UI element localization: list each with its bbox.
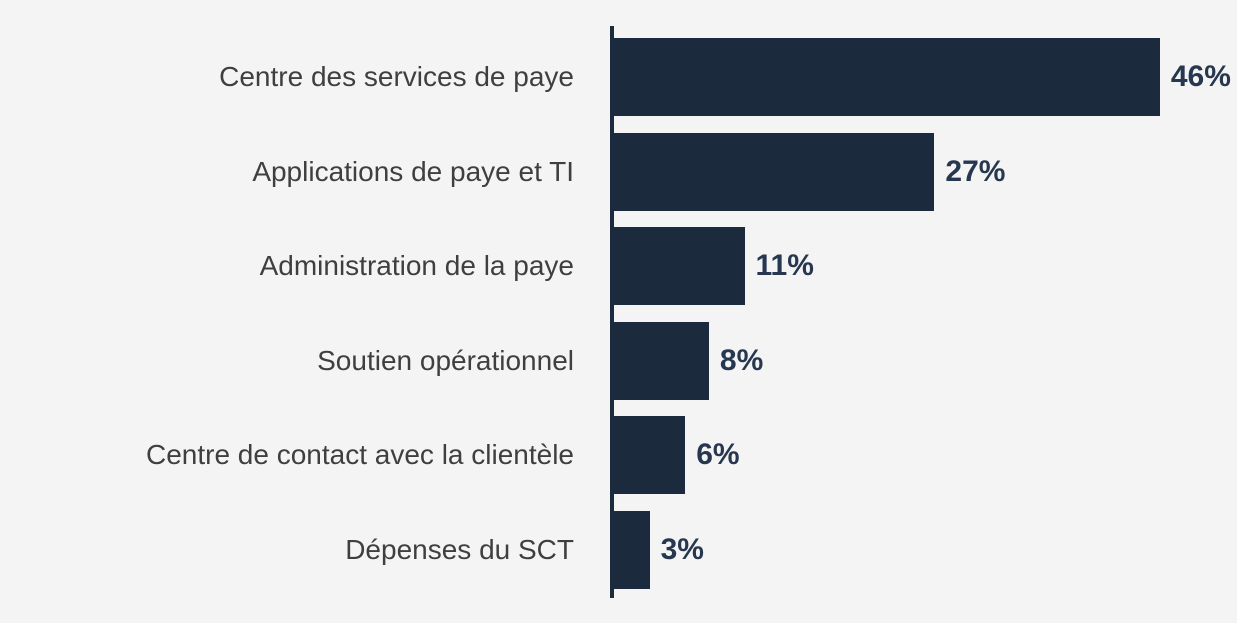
value-label: 6% bbox=[696, 438, 740, 472]
value-label: 8% bbox=[719, 343, 764, 377]
bar-area: 3% bbox=[614, 510, 1237, 589]
value-label: 3% bbox=[660, 532, 704, 566]
y-axis-line bbox=[610, 26, 614, 598]
value-label: 11% bbox=[755, 249, 814, 283]
chart-rows: Centre des services de paye 46% Applicat… bbox=[0, 30, 1237, 597]
chart-row: Centre des services de paye 46% bbox=[0, 30, 1237, 125]
category-label: Centre de contact avec la clientèle bbox=[145, 439, 574, 471]
chart-row: Applications de paye et TI 27% bbox=[0, 125, 1237, 220]
category-label: Centre des services de paye bbox=[219, 61, 574, 93]
bar bbox=[614, 227, 745, 306]
category-label: Administration de la paye bbox=[259, 250, 574, 282]
value-label: 46% bbox=[1170, 60, 1231, 94]
category-label: Soutien opérationnel bbox=[317, 344, 574, 376]
category-label: Dépenses du SCT bbox=[345, 533, 574, 565]
bar bbox=[614, 38, 1160, 117]
bar-area: 11% bbox=[614, 227, 1237, 306]
bar-area: 6% bbox=[614, 416, 1237, 495]
chart-row: Dépenses du SCT 3% bbox=[0, 503, 1237, 598]
bar-area: 27% bbox=[614, 132, 1237, 211]
chart-row: Soutien opérationnel 8% bbox=[0, 314, 1237, 409]
bar bbox=[614, 321, 709, 400]
category-label: Applications de paye et TI bbox=[252, 155, 574, 187]
bar-area: 8% bbox=[614, 321, 1237, 400]
chart-row: Centre de contact avec la clientèle 6% bbox=[0, 408, 1237, 503]
chart-row: Administration de la paye 11% bbox=[0, 219, 1237, 314]
bar bbox=[614, 416, 686, 495]
bar-area: 46% bbox=[614, 38, 1237, 117]
value-label: 27% bbox=[945, 154, 1006, 188]
bar bbox=[614, 510, 650, 589]
bar bbox=[614, 132, 935, 211]
